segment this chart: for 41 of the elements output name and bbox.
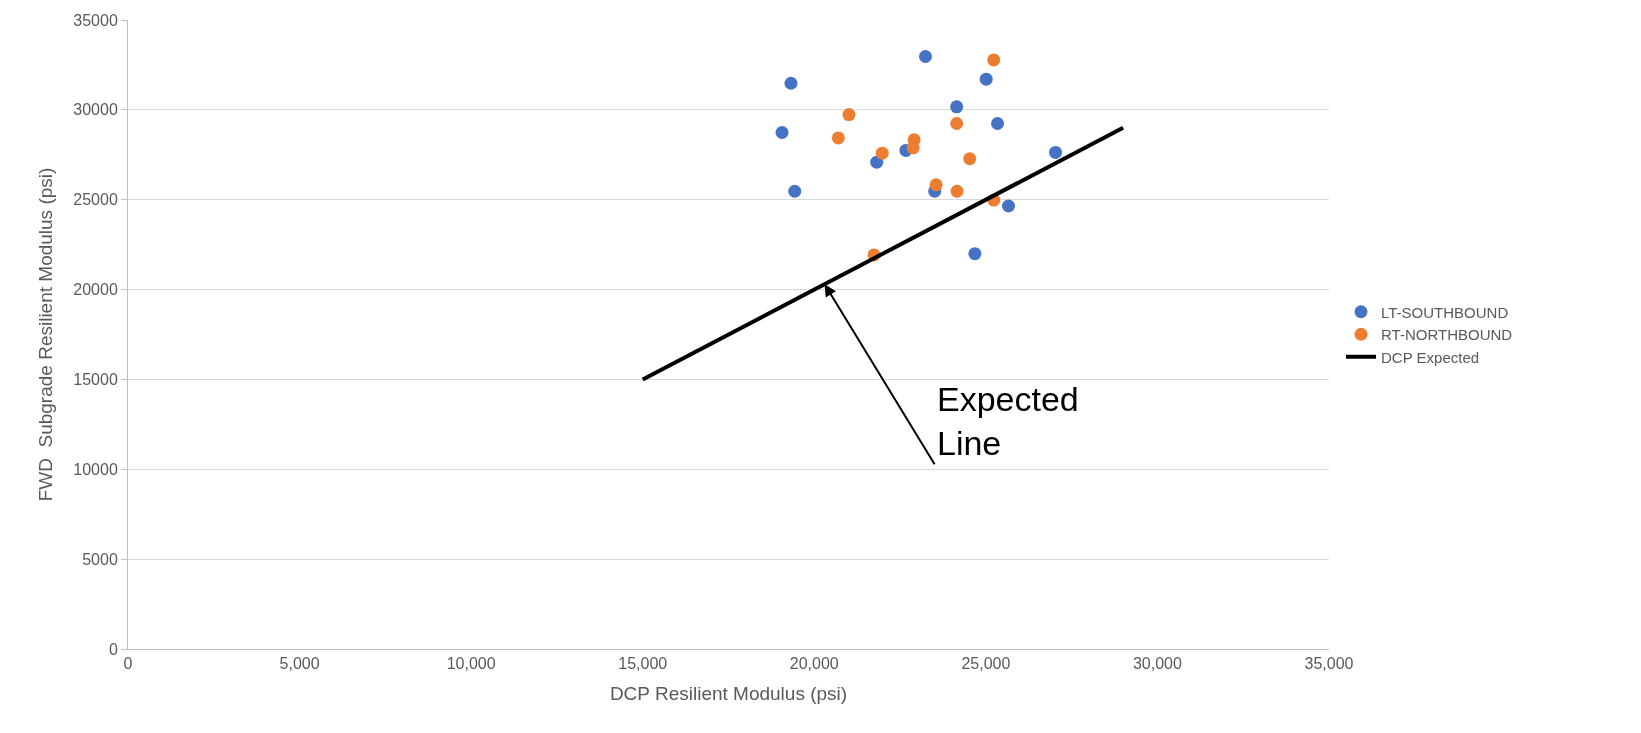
x-tick-label: 25,000 <box>961 655 1011 673</box>
point <box>979 72 993 86</box>
x-tick-label: 15,000 <box>618 655 668 673</box>
x-tick-label: 20,000 <box>789 655 839 673</box>
y-tick-label: 25000 <box>73 191 118 209</box>
legend-label: LT-SOUTHBOUND <box>1381 303 1509 321</box>
point <box>963 152 977 166</box>
annotation: Expected Line <box>937 380 1079 463</box>
point <box>991 117 1005 131</box>
point <box>775 126 789 139</box>
y-tick-label: 20000 <box>73 281 118 299</box>
point <box>875 146 889 160</box>
y-tick-label: 0 <box>108 640 118 658</box>
point <box>842 108 856 122</box>
legend-label: RT-NORTHBOUND <box>1381 326 1513 344</box>
y-tick-label: 15000 <box>73 371 118 389</box>
x-tick-label: 30,000 <box>1132 655 1182 673</box>
point <box>906 141 920 155</box>
point <box>788 184 802 198</box>
y-tick-label: 10000 <box>73 460 118 478</box>
point <box>987 53 1001 67</box>
point <box>831 131 845 145</box>
point <box>950 184 964 198</box>
point <box>918 49 932 63</box>
x-tick-label: 10,000 <box>446 655 496 673</box>
legend-label: DCP Expected <box>1381 348 1480 366</box>
x-tick-label: 0 <box>123 655 133 673</box>
x-tick-label: 35,000 <box>1304 655 1354 673</box>
y-axis-title: FWD Subgrade Resilient Modulus (psi) <box>35 167 57 502</box>
x-tick-label: 5,000 <box>279 655 320 673</box>
point <box>929 178 943 192</box>
point <box>968 247 982 261</box>
y-tick-label: 5000 <box>82 550 118 568</box>
point <box>1049 145 1063 159</box>
point <box>950 100 964 114</box>
y-tick-label: 30000 <box>73 101 118 119</box>
point <box>1002 199 1015 213</box>
point <box>950 117 964 131</box>
x-axis-title: DCP Resilient Modulus (psi) <box>609 683 848 704</box>
y-tick-label: 35000 <box>73 11 118 29</box>
point <box>784 76 798 90</box>
